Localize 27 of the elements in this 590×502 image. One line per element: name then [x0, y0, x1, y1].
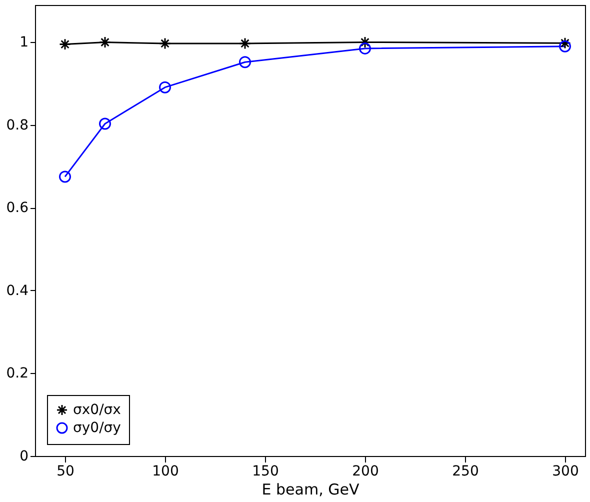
- point: [159, 37, 171, 50]
- y-tick-label: 0: [20, 448, 28, 464]
- y-tick-label: 0.2: [6, 366, 28, 382]
- point: [239, 37, 251, 50]
- y-tick-label: 0.6: [6, 200, 29, 216]
- point: [99, 36, 111, 48]
- x-axis-title: E beam, GeV: [262, 480, 360, 498]
- y-tick-label: 0.8: [6, 117, 28, 134]
- point: [239, 56, 251, 68]
- x-tick-label: 200: [352, 464, 379, 480]
- point: [359, 36, 371, 48]
- point: [159, 81, 171, 94]
- x-tick-label: 250: [452, 464, 479, 480]
- legend-label: σx0/σx: [73, 402, 121, 418]
- y-tick-label: 1: [20, 34, 28, 51]
- x-tick-label: 150: [252, 464, 279, 480]
- point: [99, 118, 111, 130]
- legend-label: σy0/σy: [73, 420, 121, 436]
- x-tick-label: 50: [56, 464, 74, 480]
- point: [559, 40, 571, 52]
- point: [59, 38, 71, 50]
- point: [59, 170, 71, 183]
- point: [359, 42, 371, 54]
- x-tick-label: 300: [552, 464, 579, 480]
- point: [559, 37, 571, 50]
- x-tick-label: 100: [152, 464, 179, 480]
- y-tick-label: 0.4: [6, 282, 29, 299]
